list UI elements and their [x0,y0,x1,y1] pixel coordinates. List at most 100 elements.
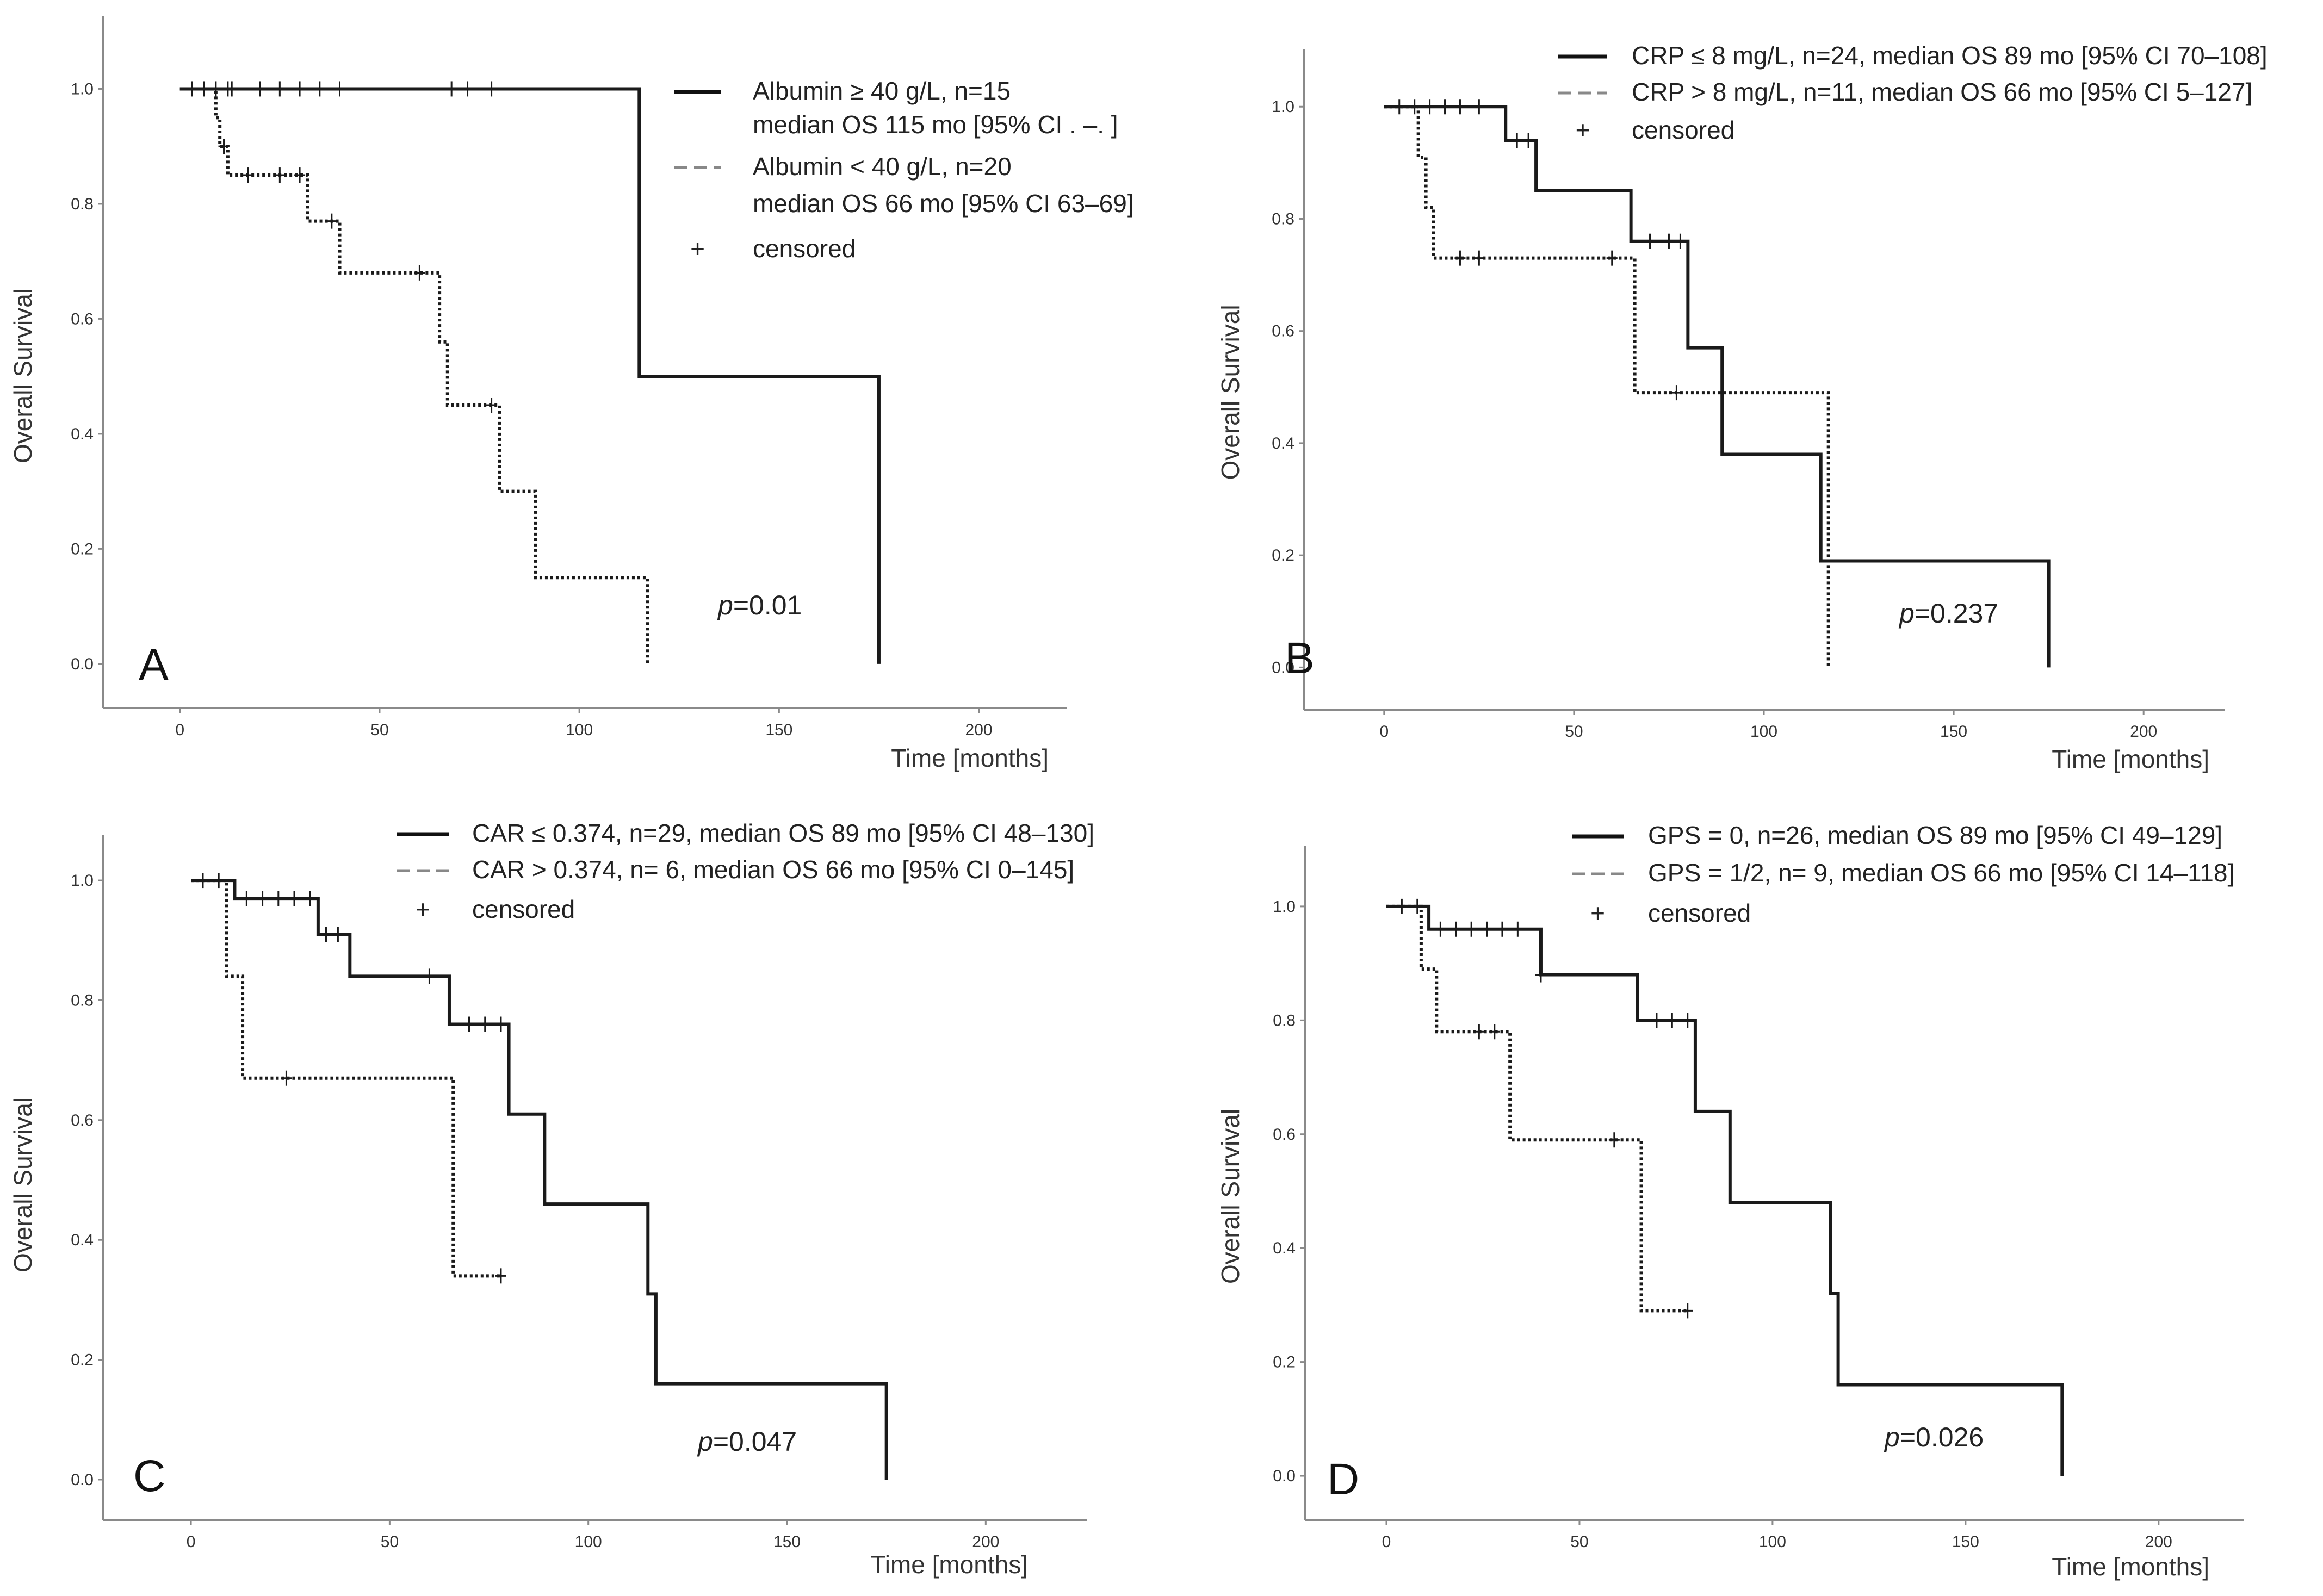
legend-censored-symbol: + [1576,116,1590,144]
legend-entry-text: CAR > 0.374, n= 6, median OS 66 mo [95% … [472,855,1074,884]
km-panel-d: 0 50 100 150 200 0.0 0.2 0.4 0.6 0.8 1.0 Overall Su… [1216,821,2244,1581]
y-tick-label: 0.4 [1273,1239,1296,1257]
censor-mark [1651,1013,1662,1028]
censor-mark [1439,99,1451,115]
y-tick-label: 1.0 [1273,898,1296,916]
censor-mark [242,167,253,183]
censor-mark [272,891,284,906]
x-tick-label: 0 [1382,1533,1391,1551]
censor-mark [1466,921,1477,937]
p-value-prefix: p [717,590,733,620]
censor-mark [1535,967,1546,983]
censor-mark [257,891,268,906]
p-value-number: =0.047 [713,1426,797,1457]
km-panel-a: 0 50 100 150 200 0.0 0.2 0.4 0.6 0.8 1.0 Overall Su… [9,16,1134,772]
x-tick-label: 200 [972,1533,999,1551]
panel-letter: D [1327,1455,1359,1504]
x-tick-label: 50 [1565,723,1583,741]
p-value-annotation: p=0.047 [697,1426,797,1457]
y-axis-title: Overall Survival [9,288,37,463]
y-tick-label: 0.0 [1273,1467,1296,1485]
censor-mark [1608,1132,1620,1148]
y-tick-label: 0.6 [71,1111,94,1129]
censor-mark [1663,233,1675,249]
y-tick-label: 0.2 [71,540,94,558]
censor-mark [1481,921,1492,937]
x-tick-label: 0 [187,1533,196,1551]
x-tick-label: 200 [965,721,993,739]
legend-censored-symbol: + [690,234,705,263]
legend: Albumin ≥ 40 g/L, n=15 median OS 115 mo [… [674,77,1134,263]
y-tick-label: 0.8 [1273,1011,1296,1029]
p-value-annotation: p=0.01 [717,590,802,620]
censor-mark [1667,1013,1678,1028]
censor-mark [1473,250,1485,266]
legend-censored-symbol: + [1590,899,1605,927]
y-axis-title: Overall Survival [9,1097,37,1272]
censor-mark [241,891,252,906]
censor-mark [1496,921,1508,937]
survival-curve-dotted [1386,904,1688,1313]
censor-mark [446,81,457,97]
p-value-prefix: p [1884,1422,1900,1452]
p-value-number: =0.026 [1900,1422,1984,1452]
x-tick-label: 200 [2145,1533,2172,1551]
legend: CRP ≤ 8 mg/L, n=24, median OS 89 mo [95%… [1558,41,2268,144]
censor-mark [414,265,425,281]
y-tick-label: 0.6 [1273,1126,1296,1144]
x-axis-title: Time [months] [870,1550,1028,1579]
censor-mark [1675,233,1686,249]
survival-curve-dotted [179,87,649,664]
y-axis-title: Overall Survival [1216,1109,1244,1284]
legend-entry-text: GPS = 0, n=26, median OS 89 mo [95% CI 4… [1648,821,2222,849]
censor-mark [463,1016,475,1032]
censor-mark [1473,99,1485,115]
legend-censored-label: censored [1632,116,1734,144]
p-value-annotation: p=0.237 [1898,598,1998,629]
censor-mark [1489,1024,1500,1040]
censor-mark [314,81,325,97]
x-tick-label: 150 [773,1533,801,1551]
censor-mark [254,81,265,97]
survival-curve-dotted [191,879,501,1278]
censor-mark [1682,1013,1693,1028]
y-tick-label: 0.4 [1272,434,1294,452]
censor-mark [274,167,286,183]
censor-mark [334,81,345,97]
censor-mark [1454,99,1466,115]
censor-mark [1682,1303,1693,1319]
censor-mark [281,1070,292,1086]
x-tick-label: 150 [1952,1533,1979,1551]
censor-mark [305,891,316,906]
x-tick-label: 200 [2130,723,2157,741]
censor-mark [294,81,306,97]
y-tick-label: 0.0 [1272,659,1294,676]
censor-mark [1454,250,1466,266]
legend-entry-text: GPS = 1/2, n= 9, median OS 66 mo [95% CI… [1648,859,2234,887]
censor-mark [1523,133,1534,148]
legend-censored-label: censored [753,234,856,263]
censor-mark [486,81,497,97]
censor-mark [1512,921,1523,937]
x-tick-label: 50 [1570,1533,1588,1551]
censor-mark [1435,921,1446,937]
censor-mark [495,1016,506,1032]
x-tick-label: 50 [381,1533,399,1551]
y-tick-label: 0.4 [71,1231,94,1249]
x-tick-label: 150 [765,721,792,739]
y-tick-label: 0.0 [71,1471,94,1489]
censor-mark [1606,250,1618,266]
y-tick-label: 0.4 [71,425,94,443]
legend-entry-text: CAR ≤ 0.374, n=29, median OS 89 mo [95% … [472,819,1094,847]
y-tick-label: 0.8 [71,195,94,213]
censor-mark [424,968,435,984]
censor-mark [332,927,344,942]
p-value-number: =0.237 [1915,598,1998,629]
y-tick-label: 0.6 [71,310,94,328]
censor-mark [1512,133,1523,148]
x-tick-label: 100 [1750,723,1777,741]
censor-mark [210,81,221,97]
p-value-prefix: p [697,1426,713,1457]
